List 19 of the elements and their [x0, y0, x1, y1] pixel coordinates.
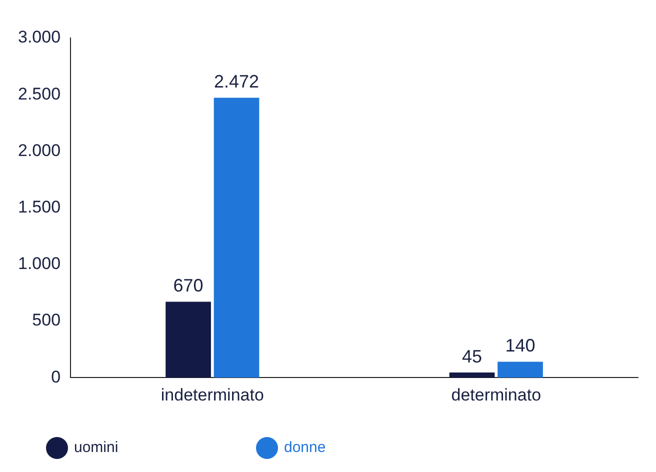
- x-tick-label: indeterminato: [160, 385, 264, 404]
- y-tick-label: 1.000: [18, 254, 61, 274]
- x-tick-label: determinato: [451, 385, 542, 404]
- data-label: 670: [173, 276, 204, 296]
- data-label: 45: [462, 346, 482, 366]
- bar: [449, 372, 495, 378]
- y-tick-label: 500: [32, 310, 61, 330]
- legend-label: uomini: [74, 439, 118, 456]
- y-tick-label: 2.500: [18, 84, 61, 104]
- data-label: 140: [505, 336, 536, 356]
- y-tick-label: 1.500: [18, 197, 61, 216]
- data-label: 2.472: [214, 72, 260, 92]
- bar: [498, 362, 543, 378]
- bar: [166, 302, 211, 378]
- y-tick-label: 3.000: [18, 28, 61, 47]
- y-tick-label: 2.000: [18, 140, 61, 160]
- y-tick-label: 0: [51, 367, 61, 386]
- bar: [214, 98, 260, 378]
- legend-label: donne: [284, 439, 326, 456]
